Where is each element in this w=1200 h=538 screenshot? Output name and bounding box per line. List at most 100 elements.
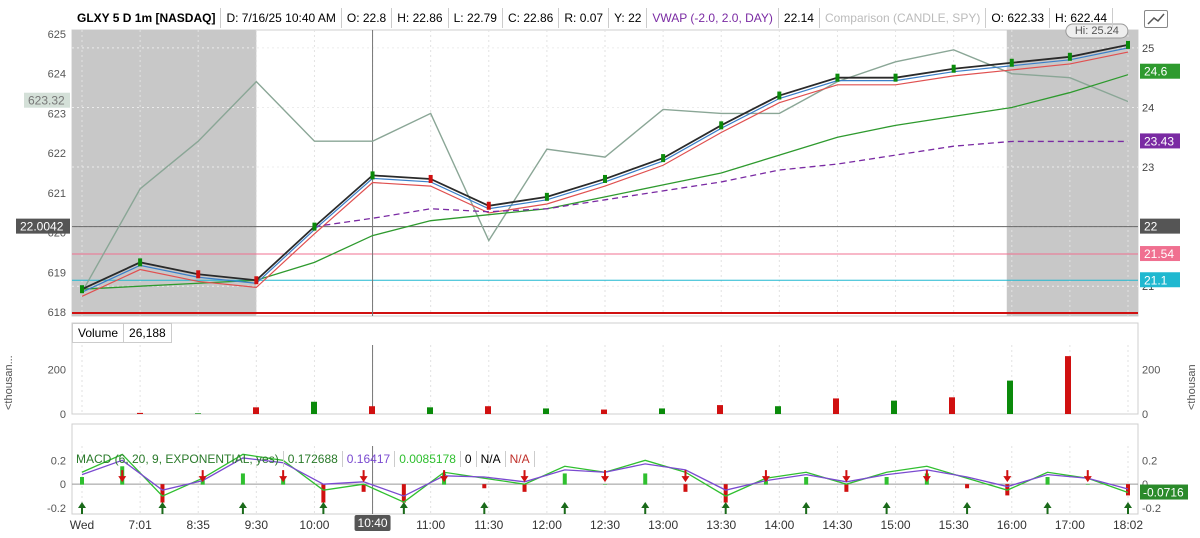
spy-tick-label: 621 [48,188,66,200]
x-tick-label: 11:30 [474,518,503,532]
volume-bar [311,401,317,414]
macd-header: MACD (6, 20, 9, EXPONENTIAL, yes) 0.1726… [72,451,535,467]
buy-arrow-icon [882,502,891,514]
macd-histogram-bar [1085,484,1090,485]
x-tick-label: 14:00 [764,518,794,532]
price-candle [428,174,433,183]
spy-tick-label: 622 [48,148,66,160]
x-tick-label: 9:30 [245,518,269,532]
macd-na-1: N/A [477,451,506,467]
symbol-label[interactable]: GLXY 5 D 1m [NASDAQ] [72,8,222,28]
volume-right-unit-label: <thousan [1186,364,1198,410]
price-candle [1009,58,1014,67]
volume-bar [543,408,549,414]
macd-histogram-bar [522,484,527,492]
crosshair-price-label: 22.0042 [20,220,64,234]
sell-arrow-icon [681,470,690,483]
buy-arrow-icon [158,502,167,514]
buy-arrow-icon [238,502,247,514]
high-label: H: 22.86 [392,8,449,28]
comparison-label[interactable]: Comparison (CANDLE, SPY) [820,8,987,28]
macd-histogram-bar [401,484,406,503]
range-label: R: 0.07 [559,8,610,28]
open-label: O: 22.8 [342,8,393,28]
macd-histogram-bar [482,484,487,489]
price-tick-label: 23 [1142,162,1154,174]
price-label-text: 21.54 [1144,247,1174,261]
volume-bar [601,409,607,414]
sell-arrow-icon [279,470,288,483]
price-candle [777,91,782,100]
volume-bar [253,407,259,414]
hi-label-text: Hi: 25.24 [1075,25,1119,37]
volume-bar [1007,380,1013,414]
macd-histogram-bar [361,484,366,492]
macd-diff-value: 0.0085178 [395,451,461,467]
low-label: L: 22.79 [449,8,503,28]
sell-arrow-icon [922,470,931,483]
price-label-box [1140,272,1180,288]
macd-histogram-bar [160,484,165,503]
macd-histogram-bar [965,484,970,489]
sell-arrow-icon [1003,470,1012,483]
chart-style-button[interactable] [1144,10,1168,28]
sell-arrow-icon [440,470,449,483]
volume-bar [195,413,201,414]
macd-avg-value: 0.16417 [343,451,396,467]
price-candle [544,192,549,201]
buy-arrow-icon [399,502,408,514]
pane-frame [71,423,1139,515]
volume-bar [891,400,897,414]
premarket-shading [72,30,257,316]
volume-label[interactable]: Volume [72,323,124,343]
x-tick-label: 15:00 [881,518,911,532]
price-candle [1126,40,1130,49]
volume-bar [717,405,723,414]
macd-histogram-bar [804,477,809,485]
buy-arrow-icon [480,502,489,514]
macd-tick-left: 0.2 [51,455,66,467]
price-candle [951,64,956,73]
sell-arrow-icon [842,470,851,483]
macd-tick-left: 0 [60,479,66,491]
buy-arrow-icon [560,502,569,514]
volume-tick-right: 200 [1142,364,1160,376]
volume-bar [485,406,491,414]
macd-histogram-bar [723,484,728,503]
x-tick-label: Wed [70,518,94,532]
macd-histogram-bar [643,473,648,485]
volume-bar [1065,356,1071,414]
price-label-box [1140,218,1180,234]
pane-frame [71,322,1139,415]
macd-tick-right: -0.2 [1142,503,1161,515]
volume-bar [427,407,433,414]
price-candle [893,73,898,82]
price-label-text: 22 [1144,220,1158,234]
x-tick-label: 15:30 [939,518,969,532]
sell-arrow-icon [359,470,368,483]
cmp-high-label: H: 622.44 [1050,8,1114,28]
x-tick-label: 12:00 [532,518,562,532]
spy-tick-label: 619 [48,267,66,279]
price-tick-label: 25 [1142,43,1154,55]
vwap-label[interactable]: VWAP (-2.0, 2.0, DAY) [647,8,779,28]
spy-tick-label: 624 [48,69,66,81]
price-candle [138,258,143,267]
macd-histogram-bar [603,484,607,485]
price-label-text: 24.6 [1144,65,1168,79]
buy-arrow-icon [1043,502,1052,514]
volume-bar [949,397,955,414]
macd-histogram-bar [844,484,849,492]
buy-arrow-icon [721,502,730,514]
x-tick-label: 10:00 [299,518,329,532]
price-candle [486,201,491,210]
sell-arrow-icon [1083,470,1092,483]
x-tick-label: 8:35 [187,518,211,532]
buy-arrow-icon [319,502,328,514]
macd-label[interactable]: MACD (6, 20, 9, EXPONENTIAL, yes) [72,451,284,467]
price-candle [196,270,201,279]
volume-header: Volume 26,188 [72,323,172,343]
volume-bar [833,398,839,414]
crosshair-price-box [16,218,70,234]
